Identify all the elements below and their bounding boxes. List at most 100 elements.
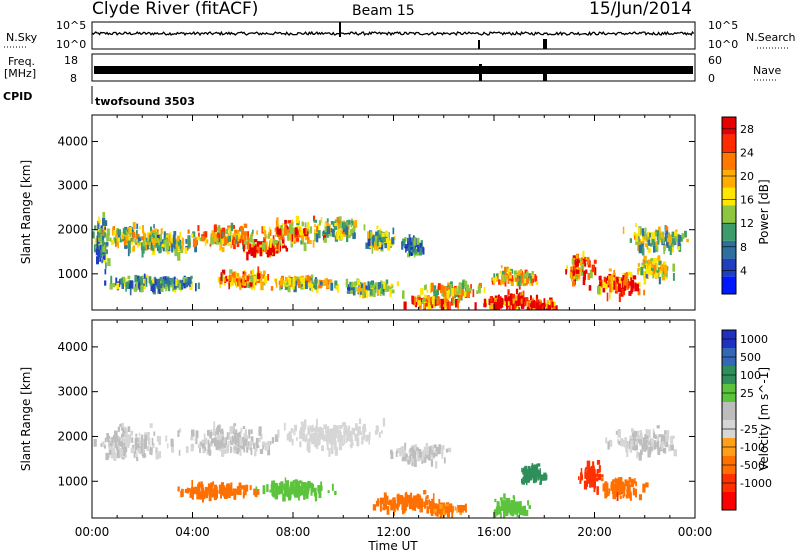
heatmap-cell <box>528 273 531 279</box>
heatmap-cell <box>675 229 678 233</box>
heatmap-cell <box>522 476 525 481</box>
heatmap-cell <box>308 239 312 244</box>
heatmap-cell <box>408 234 411 238</box>
heatmap-cell <box>347 434 350 441</box>
heatmap-cell <box>330 228 333 236</box>
heatmap-cell <box>605 489 609 497</box>
heatmap-cell <box>345 437 348 443</box>
heatmap-cell <box>313 487 317 497</box>
heatmap-cell <box>409 454 413 462</box>
heatmap-cell <box>655 241 658 249</box>
heatmap-cell <box>273 480 275 489</box>
heatmap-cell <box>226 434 229 438</box>
heatmap-cell <box>167 443 169 449</box>
heatmap-cell <box>418 494 421 502</box>
heatmap-cell <box>490 302 494 310</box>
heatmap-cell <box>645 482 649 488</box>
heatmap-cell <box>517 296 522 301</box>
heatmap-cell <box>666 237 669 243</box>
power-heatmap <box>92 211 689 310</box>
heatmap-cell <box>205 490 208 496</box>
heatmap-cell <box>225 228 229 234</box>
heatmap-cell <box>148 276 152 284</box>
heatmap-cell <box>643 437 645 444</box>
heatmap-cell <box>279 485 283 494</box>
heatmap-cell <box>504 507 509 517</box>
heatmap-cell <box>340 228 342 238</box>
heatmap-cell <box>143 439 146 448</box>
heatmap-cell <box>447 282 451 286</box>
heatmap-cell <box>666 434 669 442</box>
heatmap-cell <box>268 247 273 256</box>
heatmap-cell <box>114 442 117 448</box>
heatmap-cell <box>149 231 153 235</box>
heatmap-cell <box>152 442 155 448</box>
heatmap-cell <box>180 248 184 253</box>
heatmap-cell <box>174 247 178 257</box>
heatmap-cell <box>304 419 307 428</box>
nsearch-tick-high: 10^5 <box>708 19 738 32</box>
heatmap-cell <box>396 281 400 287</box>
heatmap-cell <box>216 226 218 231</box>
heatmap-cell <box>384 494 387 502</box>
heatmap-cell <box>236 433 240 442</box>
heatmap-cell <box>92 231 95 239</box>
heatmap-cell <box>246 251 249 261</box>
heatmap-cell <box>285 225 289 230</box>
heatmap-cell <box>115 237 118 241</box>
heatmap-cell <box>165 282 167 292</box>
heatmap-cell <box>173 242 176 249</box>
heatmap-cell <box>226 242 230 246</box>
heatmap-cell <box>535 302 539 309</box>
heatmap-cell <box>276 226 279 235</box>
heatmap-cell <box>342 422 345 427</box>
heatmap-cell <box>179 231 182 238</box>
heatmap-cell <box>218 234 221 243</box>
heatmap-cell <box>159 280 162 284</box>
heatmap-cell <box>326 230 329 238</box>
heatmap-cell <box>407 253 411 258</box>
heatmap-cell <box>297 481 299 485</box>
heatmap-cell <box>340 435 344 443</box>
heatmap-cell <box>159 233 162 242</box>
heatmap-cell <box>254 239 258 243</box>
heatmap-cell <box>588 285 592 291</box>
heatmap-cell <box>340 432 342 438</box>
heatmap-cell <box>656 425 660 429</box>
heatmap-cell <box>661 272 666 281</box>
heatmap-cell <box>302 433 305 442</box>
heatmap-cell <box>183 282 187 289</box>
heatmap-cell <box>105 262 107 269</box>
heatmap-cell <box>606 292 609 302</box>
heatmap-cell <box>232 488 236 496</box>
heatmap-cell <box>614 479 618 488</box>
heatmap-cell <box>201 439 205 444</box>
colorbar-swatch <box>722 240 736 259</box>
heatmap-cell <box>321 428 324 436</box>
heatmap-cell <box>632 286 634 292</box>
heatmap-cell <box>661 234 664 239</box>
heatmap-cell <box>456 287 459 296</box>
colorbar-tick-label: 25 <box>740 387 754 400</box>
heatmap-cell <box>541 305 545 310</box>
heatmap-cell <box>603 276 606 285</box>
colorbar-tick-label: -25 <box>740 423 758 436</box>
heatmap-cell <box>637 263 641 267</box>
heatmap-cell <box>374 282 379 290</box>
heatmap-cell <box>224 488 227 492</box>
heatmap-cell <box>653 231 656 235</box>
y-tick-label: 3000 <box>57 385 88 399</box>
y-tick-label: 2000 <box>57 429 88 443</box>
heatmap-cell <box>233 239 236 245</box>
heatmap-cell <box>230 244 233 249</box>
heatmap-cell <box>585 467 587 472</box>
heatmap-cell <box>123 240 127 246</box>
heatmap-cell <box>682 233 685 240</box>
heatmap-cell <box>257 266 260 274</box>
heatmap-cell <box>593 259 597 264</box>
heatmap-cell <box>239 448 242 456</box>
heatmap-cell <box>318 284 322 289</box>
heatmap-cell <box>250 441 252 449</box>
heatmap-cell <box>586 470 590 475</box>
